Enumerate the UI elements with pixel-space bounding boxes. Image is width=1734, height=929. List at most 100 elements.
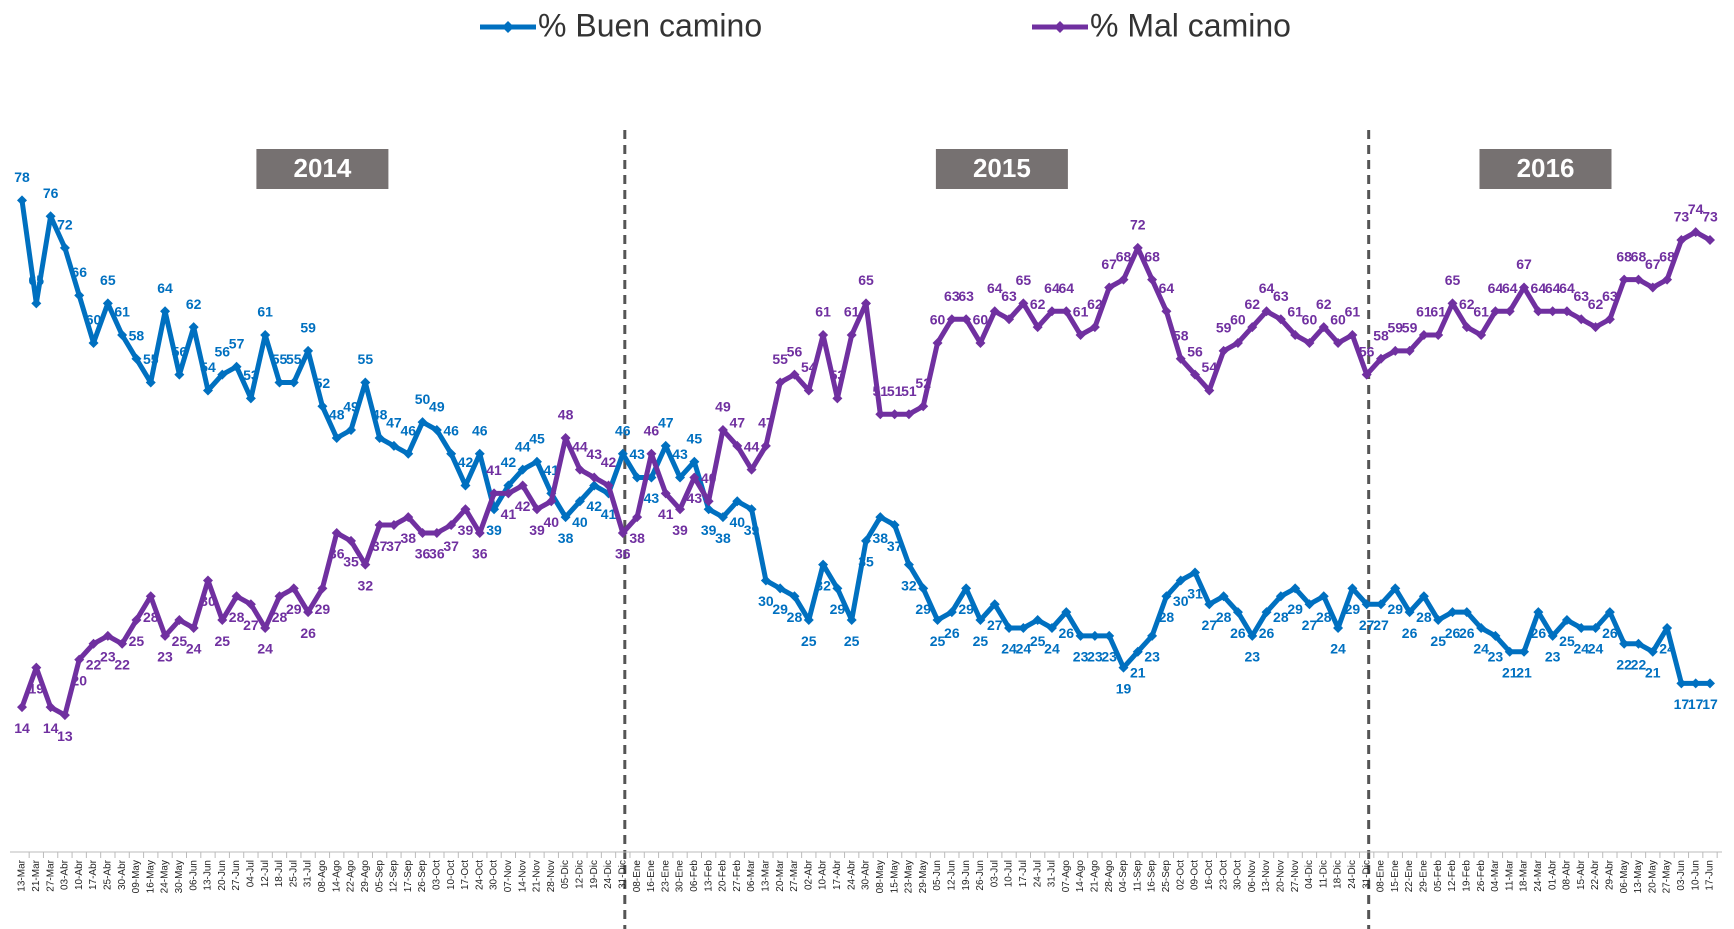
data-label: 59 xyxy=(300,320,316,336)
x-tick-label: 30-Oct xyxy=(489,860,500,890)
point-marker xyxy=(160,306,171,317)
data-label: 48 xyxy=(372,407,388,423)
x-tick-label: 17-Abr xyxy=(832,859,843,890)
x-tick-label: 23-Oct xyxy=(1218,860,1229,890)
data-label: 23 xyxy=(1073,649,1089,665)
point-marker xyxy=(1361,369,1372,380)
point-marker xyxy=(489,488,500,499)
point-marker xyxy=(1089,630,1100,641)
point-marker xyxy=(1461,322,1472,333)
data-label: 28 xyxy=(229,609,245,625)
data-label: 58 xyxy=(1173,327,1189,343)
year-label: 2016 xyxy=(1517,153,1575,183)
x-tick-label: 03-Jun xyxy=(1676,860,1687,891)
point-marker xyxy=(374,520,385,531)
data-label: 25 xyxy=(844,633,860,649)
point-marker xyxy=(174,615,185,626)
point-marker xyxy=(1519,282,1530,293)
data-label: 27 xyxy=(987,617,1003,633)
data-label: 21 xyxy=(1645,664,1661,680)
x-tick-label: 05-Dic xyxy=(560,860,571,889)
data-label: 63 xyxy=(944,288,960,304)
data-label: 60 xyxy=(973,312,989,328)
point-marker xyxy=(346,425,357,436)
point-marker xyxy=(1275,314,1286,325)
x-tick-label: 20-Mar xyxy=(775,859,786,891)
point-marker xyxy=(1247,630,1258,641)
point-marker xyxy=(1004,314,1015,325)
x-tick-label: 13-Nov xyxy=(1261,860,1272,892)
data-label: 36 xyxy=(472,546,488,562)
point-marker xyxy=(1147,630,1158,641)
point-marker xyxy=(1075,630,1086,641)
data-label: 38 xyxy=(715,530,731,546)
data-label: 56 xyxy=(214,343,230,359)
data-label: 51 xyxy=(873,383,889,399)
x-tick-label: 12-Dic xyxy=(575,860,586,889)
point-marker xyxy=(989,599,1000,610)
point-marker xyxy=(1662,622,1673,633)
data-label: 26 xyxy=(1402,625,1418,641)
x-tick-label: 12-Jun xyxy=(946,860,957,891)
data-label: 30 xyxy=(758,593,774,609)
point-marker xyxy=(1490,630,1501,641)
point-marker xyxy=(1232,607,1243,618)
point-marker xyxy=(1061,607,1072,618)
data-label: 39 xyxy=(672,522,688,538)
point-marker xyxy=(88,337,99,348)
point-marker xyxy=(861,535,871,546)
data-label: 55 xyxy=(772,351,788,367)
point-marker xyxy=(1590,622,1601,633)
point-marker xyxy=(589,480,600,491)
x-tick-label: 07-Nov xyxy=(503,860,514,892)
data-label: 40 xyxy=(572,514,588,530)
x-tick-label: 04-Jul xyxy=(246,860,257,887)
data-label: 46 xyxy=(472,422,488,438)
data-label: 40 xyxy=(701,470,717,486)
data-label: 51 xyxy=(901,383,917,399)
data-label: 67 xyxy=(1516,256,1532,272)
point-marker xyxy=(274,591,285,602)
data-label: 68 xyxy=(1631,248,1647,264)
data-label: 64 xyxy=(1559,280,1575,296)
point-marker xyxy=(1104,282,1115,293)
point-marker xyxy=(446,520,457,531)
x-tick-label: 08-Ago xyxy=(317,860,328,893)
point-marker xyxy=(1447,298,1458,309)
data-label: 37 xyxy=(443,538,459,554)
point-marker xyxy=(717,512,728,523)
x-tick-label: 24-Abr xyxy=(846,859,857,890)
data-label: 60 xyxy=(930,312,946,328)
data-label: 37 xyxy=(386,538,402,554)
x-tick-label: 11-Dic xyxy=(1318,860,1329,888)
year-box xyxy=(935,149,1068,189)
x-tick-label: 17-Abr xyxy=(88,859,99,890)
data-label: 37 xyxy=(372,538,388,554)
data-label: 38 xyxy=(873,530,889,546)
point-marker xyxy=(1061,306,1072,317)
data-label: 61 xyxy=(114,304,130,320)
data-label: 36 xyxy=(615,546,631,562)
data-label: 46 xyxy=(615,422,631,438)
point-marker xyxy=(1375,353,1386,364)
x-tick-label: 07-Ago xyxy=(1061,860,1072,893)
x-tick-label: 31-Dic xyxy=(617,860,628,889)
point-marker xyxy=(832,583,843,594)
point-marker xyxy=(1361,599,1372,610)
point-marker xyxy=(660,488,671,499)
data-label: 62 xyxy=(1588,296,1604,312)
point-marker xyxy=(574,464,585,475)
data-label: 60 xyxy=(1330,312,1346,328)
x-tick-label: 06-Mar xyxy=(746,859,757,891)
data-label: 27 xyxy=(1302,617,1318,633)
point-marker xyxy=(231,361,242,372)
data-label: 23 xyxy=(1144,649,1160,665)
point-marker xyxy=(446,448,457,459)
x-tick-label: 13-Mar xyxy=(17,859,28,891)
x-tick-label: 15-Abr xyxy=(1576,859,1587,890)
data-label: 26 xyxy=(300,625,316,641)
data-label: 23 xyxy=(1087,649,1103,665)
point-marker xyxy=(45,702,56,713)
point-marker xyxy=(1032,615,1043,626)
data-label: 22 xyxy=(1631,657,1647,673)
